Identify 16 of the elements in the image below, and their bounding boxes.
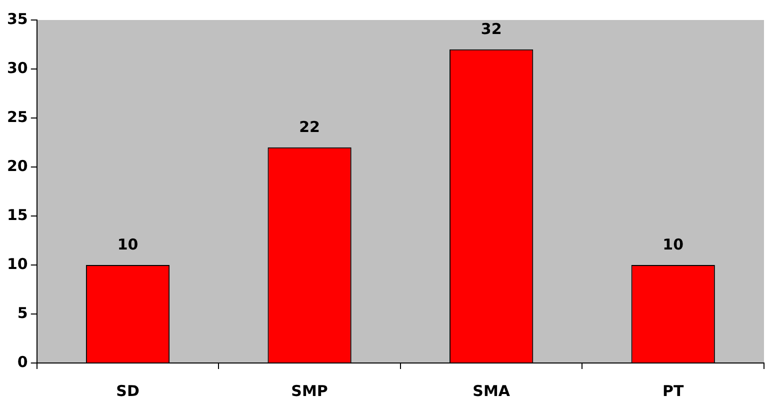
- data-label: 32: [480, 20, 502, 38]
- y-tick-label: 35: [7, 10, 28, 28]
- y-tick-label: 5: [17, 304, 28, 322]
- x-tick-label: SD: [116, 382, 140, 400]
- x-tick-label: PT: [662, 382, 684, 400]
- x-tick-label: SMA: [472, 382, 510, 400]
- data-label: 10: [662, 235, 684, 254]
- x-tick-label: SMP: [291, 382, 328, 400]
- y-tick-label: 20: [7, 156, 28, 175]
- y-tick-label: 0: [17, 352, 28, 371]
- data-label: 10: [117, 235, 138, 254]
- data-label: 22: [299, 118, 320, 136]
- y-tick-label: 30: [7, 58, 28, 77]
- y-tick-label: 15: [7, 206, 28, 224]
- y-tick-label: 25: [7, 108, 28, 126]
- y-tick-label: 10: [7, 254, 28, 273]
